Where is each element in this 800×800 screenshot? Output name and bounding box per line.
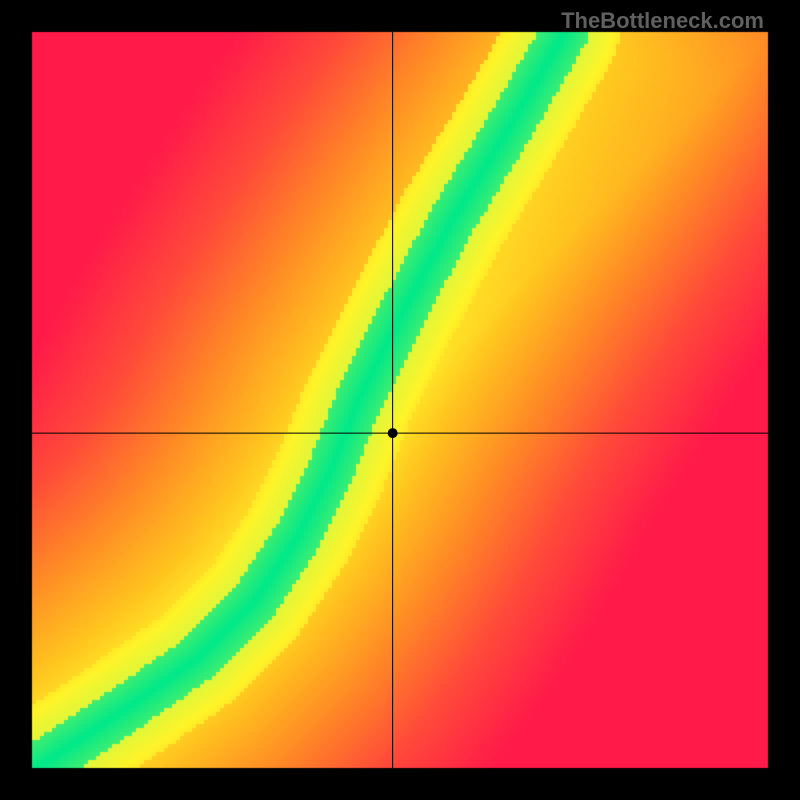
chart-container: TheBottleneck.com [0,0,800,800]
heatmap-canvas [0,0,800,800]
watermark-text: TheBottleneck.com [561,8,764,34]
